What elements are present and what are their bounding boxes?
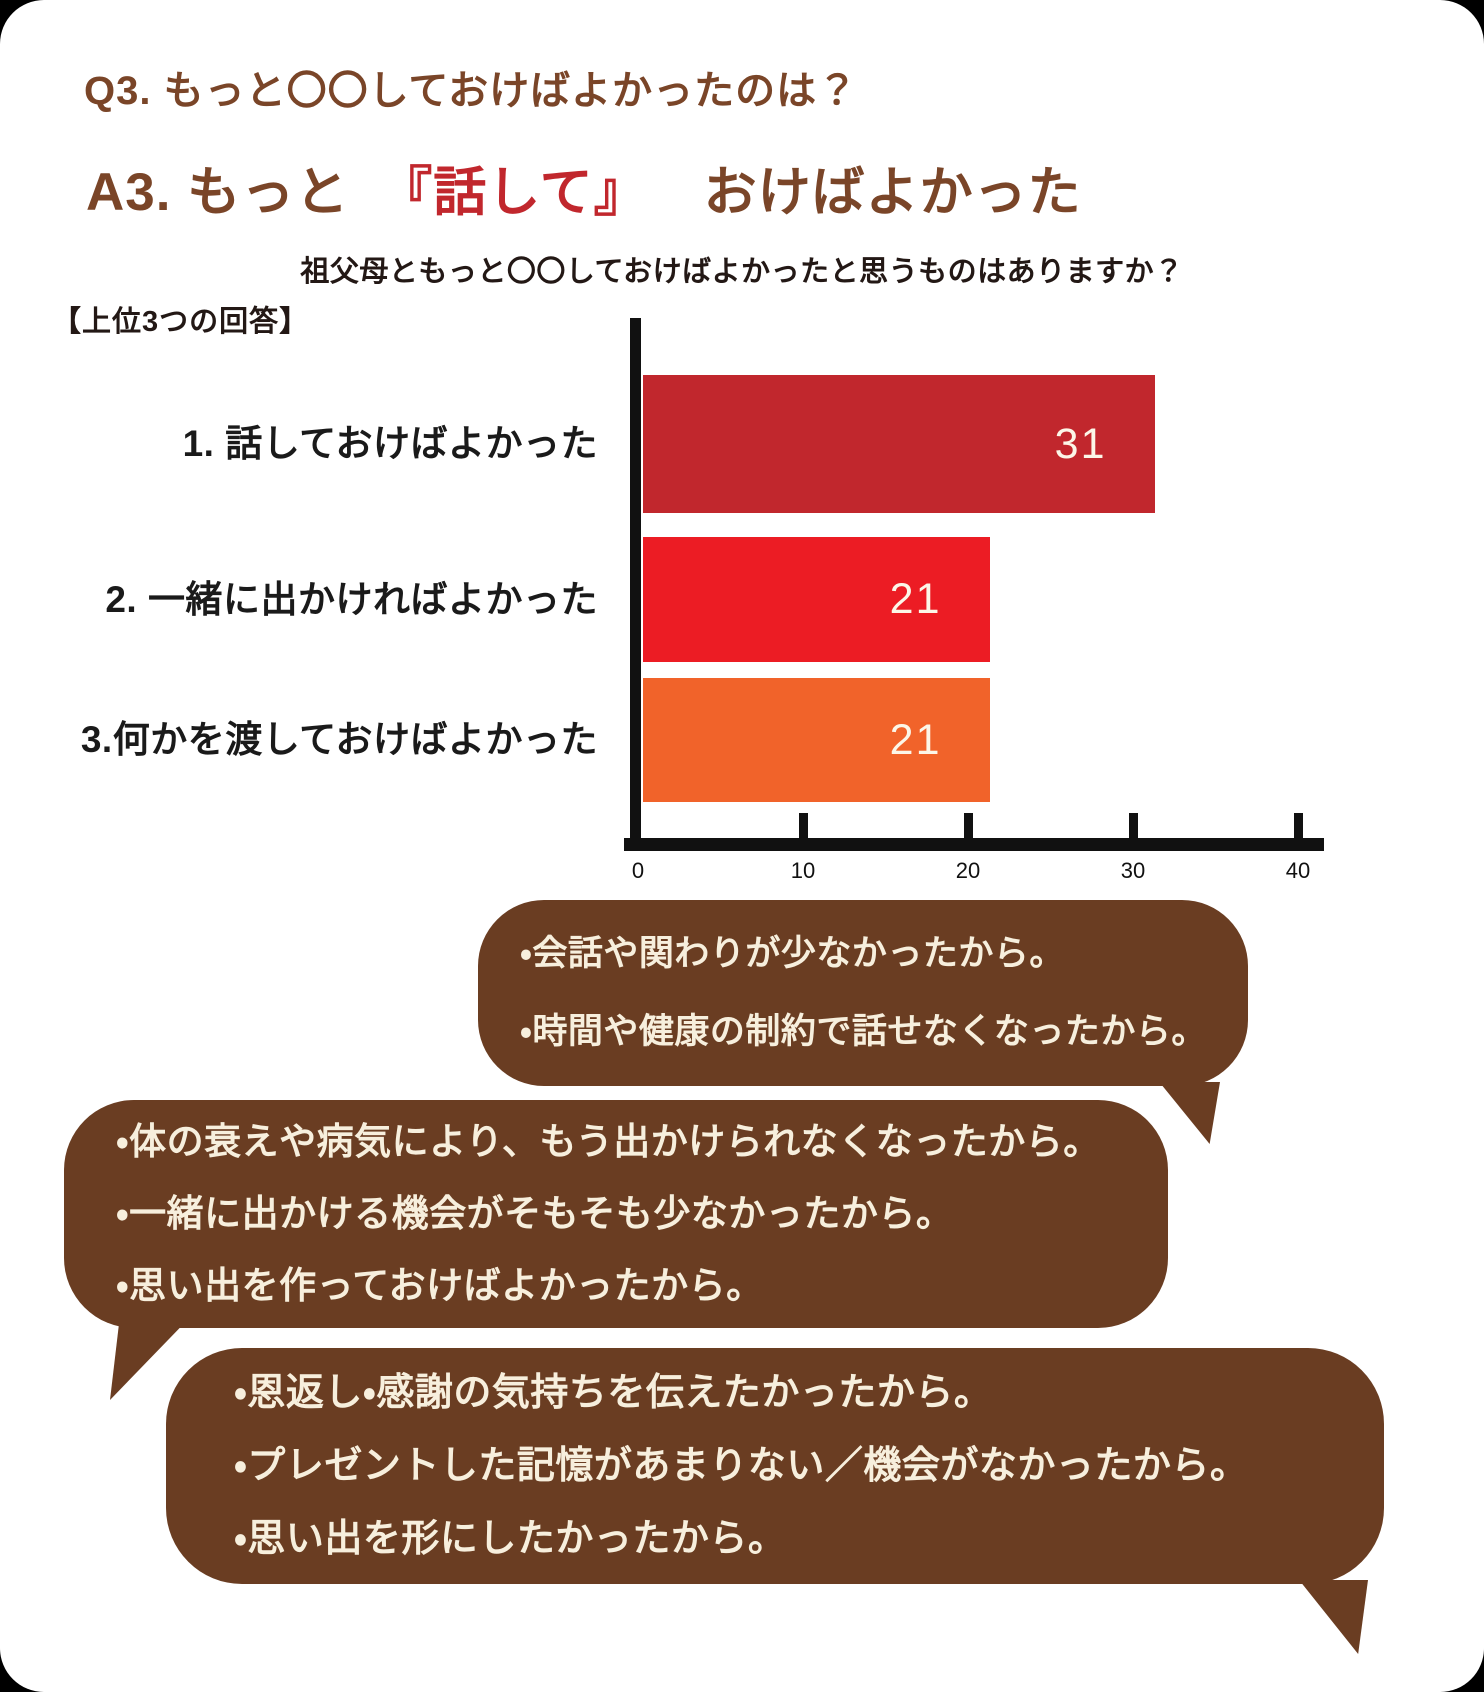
question-heading: Q3. もっと〇〇しておけばよかったのは？ [84, 69, 859, 113]
bubble-text-line: ・思い出を作っておけばよかったから。 [116, 1265, 764, 1306]
bar-1: 31 [643, 375, 1155, 513]
x-tick-mark [964, 813, 973, 839]
x-axis-line [624, 838, 1324, 851]
x-tick-label: 40 [1285, 858, 1311, 883]
answer-highlight: 『話して』 [379, 163, 648, 222]
bar-3: 21 [643, 678, 990, 802]
bar-value-label: 21 [889, 715, 942, 764]
bubble-text-line: ・一緒に出かける機会がそもそも少なかったから。 [116, 1193, 954, 1234]
bubble-text-line: ・恩返し・感謝の気持ちを伝えたかったから。 [234, 1371, 993, 1414]
speech-bubble-2: ・体の衰えや病気により、もう出かけられなくなったから。 ・一緒に出かける機会がそも… [64, 1100, 1168, 1400]
x-tick-mark [1294, 813, 1303, 839]
bubble-text-line: ・会話や関わりが少なかったから。 [520, 934, 1065, 973]
bubble-text-line: ・プレゼントした記憶があまりない／機会がなかったから。 [234, 1444, 1249, 1487]
answer-prefix: A3. もっと [86, 163, 350, 222]
speech-bubble-1: ・会話や関わりが少なかったから。・時間や健康の制約で話せなくなったから。 [478, 900, 1248, 1144]
bubble-tail [1299, 1580, 1368, 1654]
chart-top3-note: 【上位3つの回答】 [52, 306, 310, 338]
x-tick-label: 30 [1120, 858, 1146, 883]
x-tick-label: 0 [631, 858, 645, 883]
bubble-text-line: ・体の衰えや病気により、もう出かけられなくなったから。 [116, 1121, 1101, 1162]
bubble-text-line: ・思い出を形にしたかったから。 [234, 1517, 787, 1560]
y-axis-line [630, 318, 641, 850]
speech-bubble-3: ・恩返し・感謝の気持ちを伝えたかったから。・プレゼントした記憶があまりない／機会… [166, 1348, 1384, 1654]
answer-heading: A3. もっと 『話して』 おけばよかった [86, 150, 1082, 226]
bubble-text-line: ・時間や健康の制約で話せなくなったから。 [520, 1012, 1207, 1051]
x-tick-label: 20 [955, 858, 981, 883]
bar-value-label: 21 [889, 575, 942, 623]
bar-chart: 0 10 20 30 40 31 21 21 1. 話しておけばよかった 2. 一緒に出かけれ… [80, 318, 1324, 883]
bar-category-label: 1. 話しておけばよかった [182, 423, 598, 464]
chart-title: 祖父母ともっと〇〇しておけばよかったと思うものはありますか？ [300, 256, 1184, 288]
bar-category-label: 3.何かを渡しておけばよかった [80, 719, 598, 760]
answer-suffix: おけばよかった [703, 163, 1082, 222]
x-tick-mark [799, 813, 808, 839]
bar-category-label: 2. 一緒に出かければよかった [105, 578, 598, 620]
bar-value-label: 31 [1054, 419, 1107, 468]
bar-2: 21 [643, 537, 990, 662]
x-tick-label: 10 [790, 858, 816, 883]
x-tick-mark [1129, 813, 1138, 839]
